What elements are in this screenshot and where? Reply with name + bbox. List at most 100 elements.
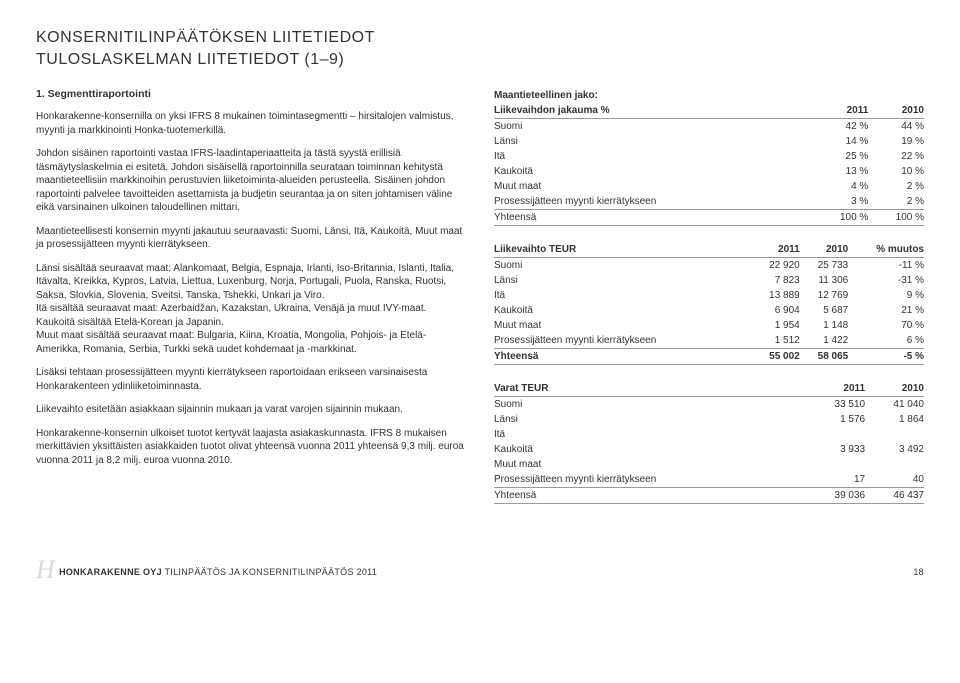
row-label: Itä — [494, 427, 806, 442]
row-value: 1 954 — [751, 318, 799, 333]
row-label: Muut maat — [494, 179, 813, 194]
row-value: -31 % — [848, 273, 924, 288]
paragraph: Honkarakenne-konsernilla on yksi IFRS 8 … — [36, 110, 466, 137]
row-value: 1 148 — [800, 318, 848, 333]
paragraph: Lisäksi tehtaan prosessijätteen myynti k… — [36, 366, 466, 393]
row-value: 70 % — [848, 318, 924, 333]
row-value: 3 933 — [806, 442, 865, 457]
row-value: 13 % — [813, 164, 869, 179]
row-value — [865, 457, 924, 472]
row-value: -11 % — [848, 258, 924, 274]
col-change: % muutos — [848, 242, 924, 258]
footer-company: HONKARAKENNE OYJ — [59, 567, 162, 577]
total-label: Yhteensä — [494, 349, 751, 365]
row-value: 10 % — [868, 164, 924, 179]
col-2011: 2011 — [751, 242, 799, 258]
paragraph: Liikevaihto esitetään asiakkaan sijainni… — [36, 403, 466, 417]
total-label: Yhteensä — [494, 488, 806, 504]
row-label: Suomi — [494, 119, 813, 135]
total-2011: 100 % — [813, 210, 869, 226]
row-value: 22 % — [868, 149, 924, 164]
row-value: 22 920 — [751, 258, 799, 274]
row-value: 11 306 — [800, 273, 848, 288]
page-number: 18 — [913, 567, 924, 577]
total-change: -5 % — [848, 349, 924, 365]
row-value: 9 % — [848, 288, 924, 303]
content-columns: 1. Segmenttiraportointi Honkarakenne-kon… — [36, 88, 924, 520]
row-value: 25 733 — [800, 258, 848, 274]
row-value: 7 823 — [751, 273, 799, 288]
total-2011: 55 002 — [751, 349, 799, 365]
paragraph: Länsi sisältää seuraavat maat: Alankomaa… — [36, 262, 466, 303]
footer-left: H HONKARAKENNE OYJ TILINPÄÄTÖS JA KONSER… — [36, 556, 377, 577]
row-value: 4 % — [813, 179, 869, 194]
row-value: 25 % — [813, 149, 869, 164]
row-value: 41 040 — [865, 397, 924, 413]
row-value: 2 % — [868, 194, 924, 210]
paragraph: Honkarakenne-konsernin ulkoiset tuotot k… — [36, 427, 466, 468]
section-title: 1. Segmenttiraportointi — [36, 88, 466, 100]
total-label: Yhteensä — [494, 210, 813, 226]
revenue-teur-table: Liikevaihto TEUR 2011 2010 % muutos Suom… — [494, 242, 924, 365]
row-value: 1 422 — [800, 333, 848, 349]
table1-title-line2: Liikevaihdon jakauma % — [494, 103, 813, 119]
right-column: Maantieteellinen jako: Liikevaihdon jaka… — [494, 88, 924, 520]
row-value — [865, 427, 924, 442]
col-2011: 2011 — [813, 103, 869, 119]
table2-title: Liikevaihto TEUR — [494, 242, 751, 258]
row-value: 44 % — [868, 119, 924, 135]
row-value: 12 769 — [800, 288, 848, 303]
row-label: Suomi — [494, 397, 806, 413]
row-label: Prosessijätteen myynti kierrätykseen — [494, 333, 751, 349]
row-value: 13 889 — [751, 288, 799, 303]
row-value: 42 % — [813, 119, 869, 135]
row-label: Länsi — [494, 412, 806, 427]
paragraph: Maantieteellisesti konsernin myynti jaka… — [36, 225, 466, 252]
row-label: Länsi — [494, 134, 813, 149]
row-value — [806, 427, 865, 442]
row-label: Prosessijätteen myynti kierrätykseen — [494, 194, 813, 210]
page-footer: H HONKARAKENNE OYJ TILINPÄÄTÖS JA KONSER… — [36, 556, 924, 577]
row-label: Prosessijätteen myynti kierrätykseen — [494, 472, 806, 488]
row-label: Kaukoitä — [494, 442, 806, 457]
doc-title-line1: KONSERNITILINPÄÄTÖKSEN LIITETIEDOT — [36, 28, 924, 48]
row-value: 17 — [806, 472, 865, 488]
assets-teur-table: Varat TEUR 2011 2010 Suomi33 51041 040Lä… — [494, 381, 924, 504]
row-value: 1 576 — [806, 412, 865, 427]
row-value: 6 904 — [751, 303, 799, 318]
row-label: Kaukoitä — [494, 164, 813, 179]
table1-title-line1: Maantieteellinen jako: — [494, 88, 813, 103]
total-2010: 100 % — [868, 210, 924, 226]
row-value: 19 % — [868, 134, 924, 149]
col-2010: 2010 — [868, 103, 924, 119]
total-2010: 46 437 — [865, 488, 924, 504]
geo-distribution-table: Maantieteellinen jako: Liikevaihdon jaka… — [494, 88, 924, 226]
row-label: Suomi — [494, 258, 751, 274]
left-column: 1. Segmenttiraportointi Honkarakenne-kon… — [36, 88, 466, 520]
row-value: 3 492 — [865, 442, 924, 457]
total-2010: 58 065 — [800, 349, 848, 365]
paragraph: Kaukoitä sisältää Etelä-Korean ja Japani… — [36, 316, 466, 330]
paragraph: Muut maat sisältää seuraavat maat: Bulga… — [36, 329, 466, 356]
col-2010: 2010 — [800, 242, 848, 258]
row-value: 3 % — [813, 194, 869, 210]
total-2011: 39 036 — [806, 488, 865, 504]
logo-glyph: H — [36, 560, 55, 581]
row-value: 2 % — [868, 179, 924, 194]
row-value: 1 864 — [865, 412, 924, 427]
row-label: Muut maat — [494, 457, 806, 472]
row-value: 5 687 — [800, 303, 848, 318]
paragraph: Johdon sisäinen raportointi vastaa IFRS-… — [36, 147, 466, 215]
row-label: Kaukoitä — [494, 303, 751, 318]
row-value: 33 510 — [806, 397, 865, 413]
col-2011: 2011 — [806, 381, 865, 397]
row-label: Itä — [494, 288, 751, 303]
row-value: 6 % — [848, 333, 924, 349]
paragraph: Itä sisältää seuraavat maat: Azerbaidžan… — [36, 302, 466, 316]
row-value: 21 % — [848, 303, 924, 318]
row-label: Muut maat — [494, 318, 751, 333]
row-value: 40 — [865, 472, 924, 488]
row-value — [806, 457, 865, 472]
footer-rest: TILINPÄÄTÖS JA KONSERNITILINPÄÄTÖS 2011 — [162, 567, 377, 577]
row-label: Itä — [494, 149, 813, 164]
